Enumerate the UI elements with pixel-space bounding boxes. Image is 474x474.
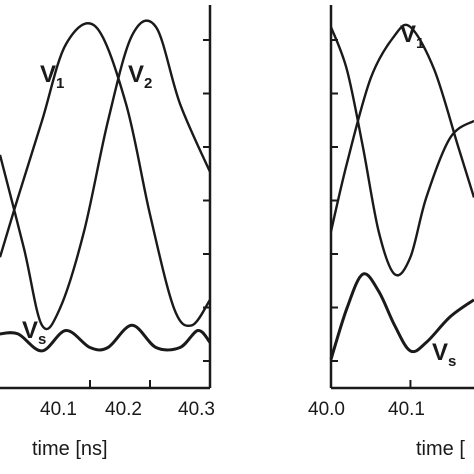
left-x-ticks bbox=[89, 380, 211, 388]
series-line-v1-panel-1 bbox=[329, 23, 474, 232]
right-x-axis-label: time [ bbox=[416, 438, 465, 460]
left-x-tick-label-2: 40.3 bbox=[178, 399, 215, 420]
left-x-axis-label: time [ns] bbox=[32, 438, 108, 460]
right-label-v1: V1 bbox=[400, 21, 424, 52]
right-label-vs: Vs bbox=[432, 339, 456, 370]
right-x-tick-label-1: 40.1 bbox=[388, 399, 425, 420]
left-panel: 40.1 40.2 40.3 time [ns] V1 V2 Vs bbox=[0, 5, 215, 460]
left-label-v1: V1 bbox=[40, 61, 64, 92]
left-label-vs: Vs bbox=[22, 317, 46, 348]
left-curves bbox=[0, 19, 212, 353]
left-x-tick-label-1: 40.2 bbox=[105, 399, 142, 420]
right-curves bbox=[329, 23, 474, 360]
right-y-ticks bbox=[331, 39, 338, 362]
left-y-ticks bbox=[203, 39, 210, 362]
series-line-v2-panel-0 bbox=[0, 19, 212, 331]
series-line-vs-panel-0 bbox=[0, 323, 212, 353]
left-label-v2: V2 bbox=[128, 61, 152, 92]
series-line-vtop-panel-1 bbox=[329, 26, 474, 277]
left-x-tick-label-0: 40.1 bbox=[40, 399, 77, 420]
right-x-ticks bbox=[330, 380, 412, 388]
right-panel: 40.0 40.1 time [ V1 Vs bbox=[308, 5, 474, 460]
series-line-v1-panel-0 bbox=[0, 22, 212, 328]
right-x-tick-label-0: 40.0 bbox=[308, 399, 345, 420]
series-line-vs-panel-1 bbox=[329, 272, 474, 360]
